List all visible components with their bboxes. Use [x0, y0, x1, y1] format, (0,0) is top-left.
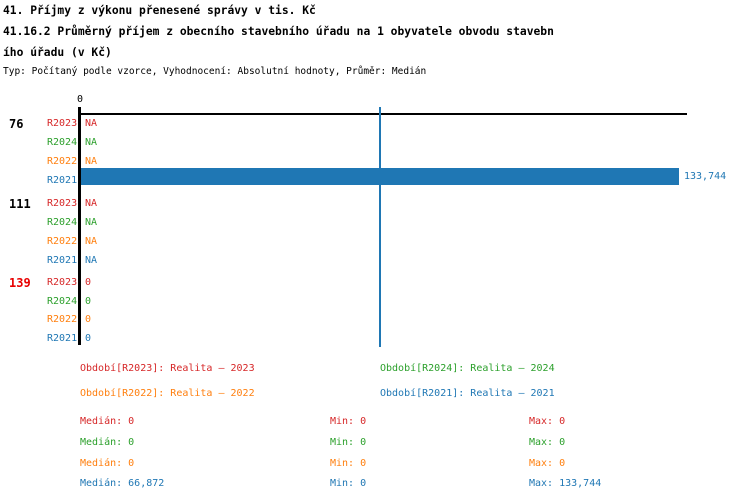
- row-value: NA: [85, 156, 98, 167]
- indicator-title-line1: 41.16.2 Průměrný příjem z obecního stave…: [3, 25, 554, 38]
- row-label-r2024: R2024: [47, 296, 78, 307]
- stat-value: 0: [559, 458, 566, 469]
- group-label-76: 76: [9, 117, 24, 131]
- chart-meta: Typ: Počítaný podle vzorce, Vyhodnocení:…: [3, 66, 427, 77]
- row-label-r2024: R2024: [47, 137, 78, 148]
- row-label-r2022: R2022: [47, 314, 78, 325]
- y-axis-line: [78, 107, 81, 345]
- stat-value: 66,872: [128, 478, 165, 489]
- stat-min-r2021: Min: 0: [330, 478, 366, 489]
- stat-median-r2024: Medián: 0: [80, 437, 134, 448]
- stat-label: Min:: [330, 478, 355, 489]
- stat-median-r2022: Medián: 0: [80, 458, 134, 469]
- stat-label: Max:: [529, 458, 554, 469]
- row-value: NA: [85, 236, 98, 247]
- row-label-r2022: R2022: [47, 236, 78, 247]
- row-value: NA: [85, 118, 98, 129]
- row-label-r2023: R2023: [47, 198, 78, 209]
- row-value: 0: [85, 296, 92, 307]
- row-label-r2023: R2023: [47, 118, 78, 129]
- bar-r2021-group-76: [81, 168, 679, 185]
- row-label-r2023: R2023: [47, 277, 78, 288]
- stat-median-r2023: Medián: 0: [80, 416, 134, 427]
- stat-value: 0: [360, 458, 367, 469]
- stat-value: 0: [360, 416, 367, 427]
- x-axis-tick-zero: 0: [76, 94, 84, 105]
- stat-min-r2022: Min: 0: [330, 458, 366, 469]
- stat-label: Medián:: [80, 458, 123, 469]
- row-value: NA: [85, 217, 98, 228]
- legend-entry-r2023: Období[R2023]: Realita – 2023: [80, 363, 255, 374]
- row-value: 0: [85, 333, 92, 344]
- row-value: NA: [85, 137, 98, 148]
- report-title: 41. Příjmy z výkonu přenesené správy v t…: [3, 4, 316, 17]
- legend-entry-r2021: Období[R2021]: Realita – 2021: [380, 388, 555, 399]
- row-value: 0: [85, 314, 92, 325]
- stat-label: Min:: [330, 416, 355, 427]
- x-axis-line: [80, 113, 687, 115]
- stat-label: Min:: [330, 437, 355, 448]
- row-label-r2021: R2021: [47, 333, 78, 344]
- row-value: NA: [85, 255, 98, 266]
- stat-value: 0: [128, 416, 135, 427]
- stat-value: 0: [360, 437, 367, 448]
- median-gridline: [379, 107, 381, 347]
- legend-entry-r2022: Období[R2022]: Realita – 2022: [80, 388, 255, 399]
- stat-value: 0: [559, 416, 566, 427]
- stat-median-r2021: Medián: 66,872: [80, 478, 164, 489]
- stat-value: 0: [128, 458, 135, 469]
- stat-label: Min:: [330, 458, 355, 469]
- row-label-r2022: R2022: [47, 156, 78, 167]
- bar-value-label: 133,744: [684, 171, 727, 182]
- stat-label: Medián:: [80, 478, 123, 489]
- stat-value: 0: [360, 478, 367, 489]
- row-value: NA: [85, 198, 98, 209]
- stat-label: Max:: [529, 437, 554, 448]
- stat-value: 0: [128, 437, 135, 448]
- stat-label: Medián:: [80, 416, 123, 427]
- stat-label: Max:: [529, 416, 554, 427]
- stat-min-r2024: Min: 0: [330, 437, 366, 448]
- row-value: 0: [85, 277, 92, 288]
- group-label-111: 111: [9, 197, 31, 211]
- legend-entry-r2024: Období[R2024]: Realita – 2024: [380, 363, 555, 374]
- stat-label: Medián:: [80, 437, 123, 448]
- stat-value: 0: [559, 437, 566, 448]
- stat-value: 133,744: [559, 478, 602, 489]
- group-label-139-highlighted: 139: [9, 276, 31, 290]
- indicator-title-line2: ího úřadu (v Kč): [3, 46, 112, 59]
- stat-label: Max:: [529, 478, 554, 489]
- row-label-r2021: R2021: [47, 175, 78, 186]
- stat-max-r2023: Max: 0: [529, 416, 565, 427]
- stat-min-r2023: Min: 0: [330, 416, 366, 427]
- row-label-r2024: R2024: [47, 217, 78, 228]
- stat-max-r2022: Max: 0: [529, 458, 565, 469]
- stat-max-r2021: Max: 133,744: [529, 478, 601, 489]
- stat-max-r2024: Max: 0: [529, 437, 565, 448]
- row-label-r2021: R2021: [47, 255, 78, 266]
